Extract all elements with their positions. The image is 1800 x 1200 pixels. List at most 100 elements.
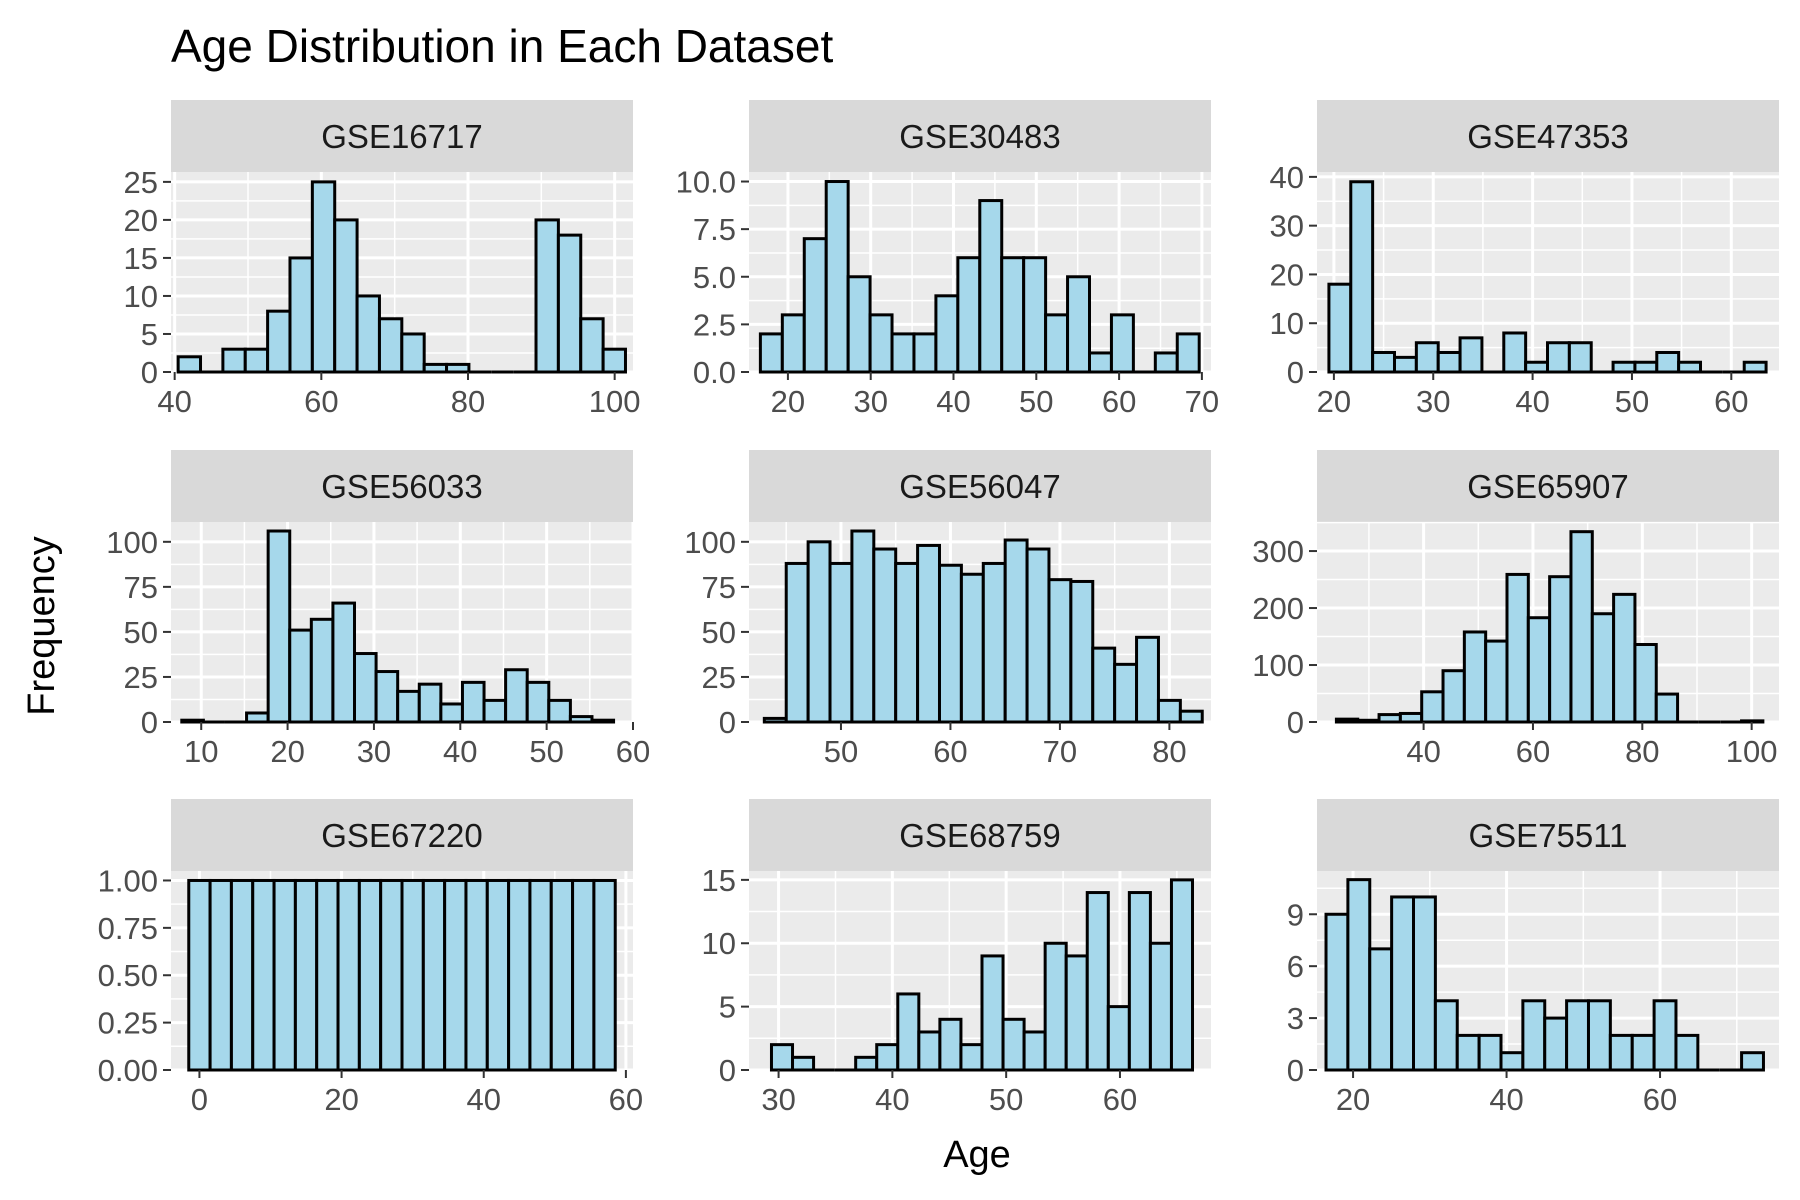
histogram-bar — [1356, 718, 1381, 724]
facet-strip — [1317, 450, 1779, 522]
histogram-bar — [221, 347, 247, 374]
histogram-bar — [806, 540, 832, 724]
histogram-bar — [1066, 275, 1091, 374]
histogram-bar — [315, 878, 340, 1072]
histogram-bar — [1113, 662, 1139, 724]
histogram-bar — [896, 992, 921, 1072]
x-tick-label: 60 — [304, 384, 338, 419]
histogram-bar — [1433, 999, 1459, 1072]
y-tick-label: 5 — [141, 317, 158, 352]
x-tick-label: 60 — [1643, 1082, 1677, 1117]
x-tick-label: 40 — [936, 384, 970, 419]
histogram-bar — [525, 680, 551, 724]
histogram-bar — [176, 355, 203, 374]
y-tick-label: 100 — [1252, 648, 1304, 683]
histogram-bar — [791, 1055, 816, 1072]
y-tick-label: 0 — [719, 705, 736, 740]
histogram-bar — [1590, 612, 1616, 724]
histogram-bar — [443, 878, 468, 1072]
x-tick-label: 20 — [1317, 384, 1351, 419]
histogram-bar — [1085, 891, 1110, 1072]
y-tick-label: 7.5 — [693, 212, 736, 247]
histogram-bar — [1608, 1033, 1634, 1072]
y-tick-label: 0.25 — [98, 1006, 158, 1041]
histogram-bar — [331, 601, 357, 724]
y-tick-label: 0 — [1287, 355, 1304, 390]
x-tick-label: 30 — [1416, 384, 1450, 419]
facet-strip — [171, 799, 633, 871]
x-tick-label: 20 — [771, 384, 805, 419]
x-tick-label: 40 — [1515, 384, 1549, 419]
histogram-bar — [1087, 351, 1113, 374]
y-tick-label: 0.00 — [98, 1053, 158, 1088]
histogram-bar — [1127, 891, 1152, 1072]
histogram-bar — [1586, 999, 1612, 1072]
histogram-bar — [590, 718, 616, 724]
histogram-bar — [1156, 698, 1182, 724]
x-tick-label: 60 — [1516, 734, 1550, 769]
x-tick-label: 60 — [1714, 384, 1748, 419]
x-tick-label: 20 — [324, 1082, 358, 1117]
histogram-bar — [1677, 360, 1703, 374]
y-tick-label: 0 — [719, 1053, 736, 1088]
histogram-bar — [464, 878, 489, 1072]
histogram-bar — [1044, 313, 1070, 374]
histogram-bar — [890, 332, 916, 374]
x-tick-label: 40 — [443, 734, 477, 769]
y-tick-label: 5.0 — [693, 260, 736, 295]
y-tick-label: 20 — [1270, 257, 1304, 292]
histogram-bar — [579, 317, 605, 374]
histogram-bar — [1003, 538, 1029, 724]
histogram-bar — [824, 180, 850, 374]
histogram-bar — [439, 702, 464, 724]
y-tick-label: 30 — [1270, 209, 1304, 244]
histogram-bar — [1047, 578, 1073, 724]
panel-background — [1317, 172, 1779, 372]
histogram-bar — [1324, 912, 1350, 1072]
histogram-bar — [872, 547, 898, 724]
histogram-bar — [1109, 313, 1135, 374]
x-tick-label: 30 — [761, 1082, 795, 1117]
histogram-bar — [333, 218, 359, 374]
histogram-bar — [1543, 1016, 1569, 1072]
histogram-bar — [336, 878, 361, 1072]
histogram-bar — [758, 332, 784, 374]
x-tick-label: 40 — [466, 1082, 500, 1117]
x-tick-label: 0 — [191, 1082, 208, 1117]
histogram-bar — [482, 698, 508, 724]
histogram-bar — [912, 332, 938, 374]
y-tick-label: 10 — [1270, 306, 1304, 341]
histogram-bar — [1502, 331, 1528, 374]
facet-strip-label: GSE56047 — [899, 468, 1060, 505]
y-tick-label: 200 — [1252, 591, 1304, 626]
y-axis-label: Frequency — [21, 536, 63, 716]
histogram-bar — [846, 275, 872, 374]
histogram-bar — [894, 561, 920, 724]
histogram-bar — [1484, 639, 1509, 724]
histogram-bar — [377, 317, 404, 374]
facet-panel: GSE68759 30 40 50 60 0 5 10 15 — [702, 799, 1211, 1117]
histogram-bar — [266, 309, 292, 374]
y-tick-label: 20 — [124, 203, 158, 238]
histogram-bar — [187, 878, 212, 1072]
x-axis-label: Age — [943, 1134, 1011, 1176]
histogram-bar — [938, 1017, 963, 1072]
y-tick-label: 50 — [702, 615, 736, 650]
x-tick-label: 70 — [1185, 384, 1219, 419]
histogram-bar — [1153, 351, 1179, 374]
histogram-bar — [355, 294, 381, 374]
facet-panel: GSE56033 10 20 30 40 50 60 0 25 50 75 100 — [106, 450, 650, 769]
histogram-bar — [1106, 1005, 1131, 1072]
y-tick-label: 40 — [1270, 160, 1304, 195]
histogram-bar — [445, 362, 471, 374]
histogram-bar — [850, 529, 876, 724]
x-tick-label: 20 — [1336, 1082, 1370, 1117]
facet-strip — [171, 100, 633, 172]
histogram-bar — [1674, 1033, 1700, 1072]
histogram-bar — [534, 218, 560, 374]
histogram-bar — [601, 347, 627, 374]
y-tick-label: 25 — [124, 660, 158, 695]
x-tick-label: 80 — [1152, 734, 1186, 769]
histogram-bar — [460, 680, 486, 724]
histogram-bar — [421, 878, 447, 1072]
